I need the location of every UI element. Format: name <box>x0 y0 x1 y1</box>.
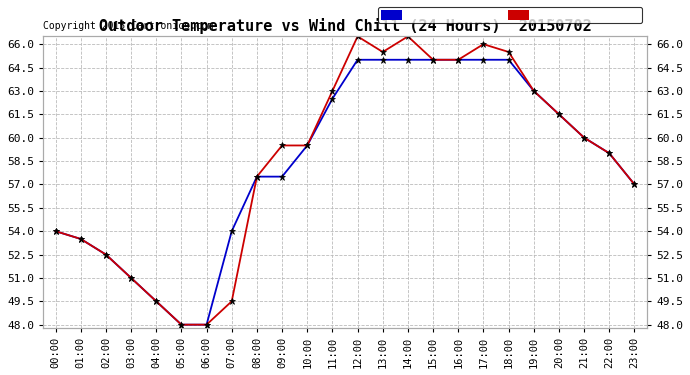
Text: Copyright 2015 Cartronics.com: Copyright 2015 Cartronics.com <box>43 21 213 30</box>
Title: Outdoor Temperature vs Wind Chill (24 Hours)  20150702: Outdoor Temperature vs Wind Chill (24 Ho… <box>99 18 591 34</box>
Legend: Wind Chill  (°F), Temperature  (°F): Wind Chill (°F), Temperature (°F) <box>378 7 642 23</box>
